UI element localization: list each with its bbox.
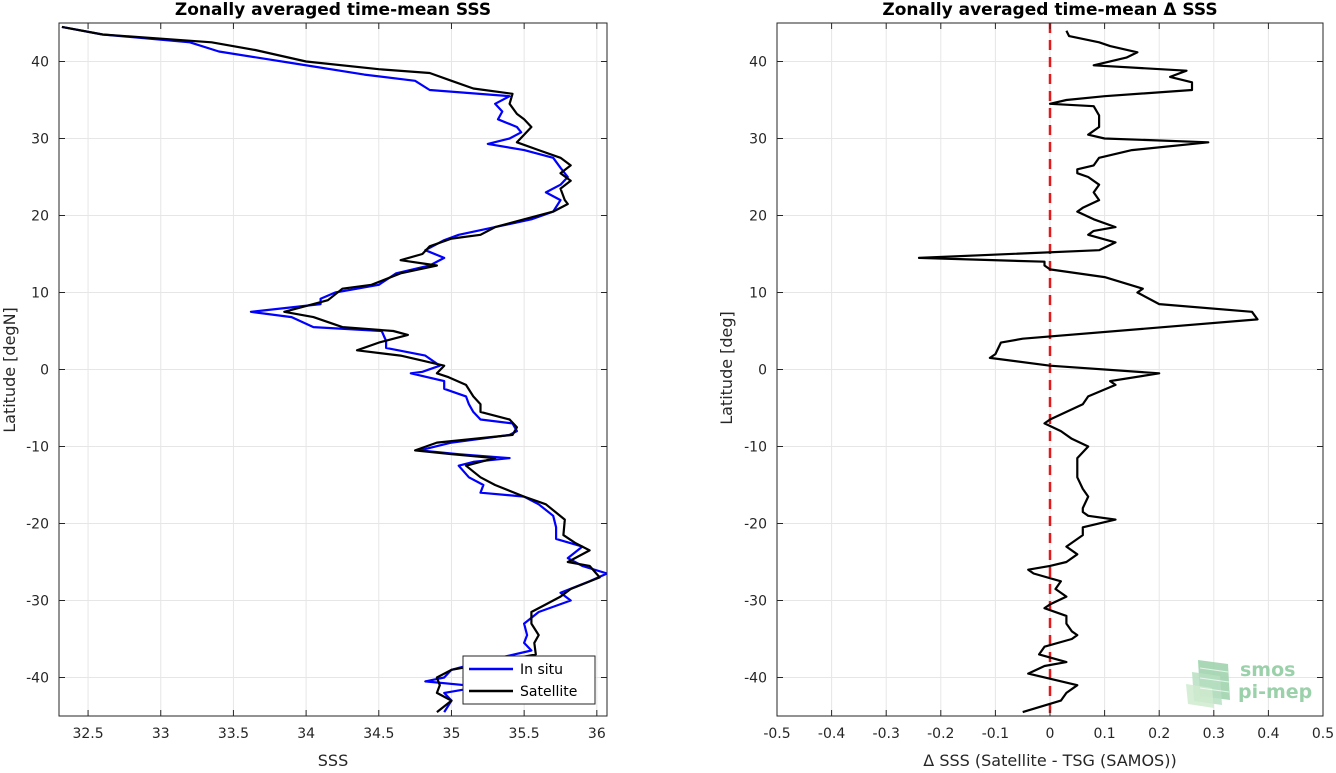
x-tick-label: 0.3	[1203, 726, 1225, 742]
x-tick-label: -0.5	[763, 726, 790, 742]
y-tick-label: -10	[26, 440, 49, 456]
left-y-axis-label: Latitude [degN]	[0, 307, 19, 433]
x-tick-label: -0.4	[818, 726, 845, 742]
y-tick-label: 0	[758, 363, 767, 379]
left-x-axis-label: SSS	[318, 751, 348, 769]
left-panel: 32.5 33 33.5 34 34.5 35 35.5 36 -40 -30 -20 -10 0 10 2…	[0, 0, 608, 770]
y-tick-label: 40	[749, 55, 767, 71]
y-tick-label: 20	[749, 209, 767, 225]
y-tick-label: -30	[744, 594, 767, 610]
right-series	[917, 23, 1259, 716]
logo-mark-icon	[1186, 660, 1230, 708]
right-panel: -0.5 -0.4 -0.3 -0.2 -0.1 0 0.1 0.2 0.3 0.4 0.5 -40 -…	[717, 0, 1334, 770]
y-tick-label: 10	[31, 286, 49, 302]
legend-label-in-situ: In situ	[520, 662, 563, 678]
y-tick-label: -10	[744, 440, 767, 456]
legend-box	[462, 655, 596, 705]
right-y-axis-label: Latitude [deg]	[717, 311, 736, 425]
x-tick-label: 35.5	[509, 726, 540, 742]
left-chart-title: Zonally averaged time-mean SSS	[175, 0, 491, 20]
y-tick-label: 20	[31, 209, 49, 225]
x-tick-label: 34.5	[363, 726, 394, 742]
right-x-axis-label: Δ SSS (Satellite - TSG (SAMOS))	[923, 751, 1176, 769]
y-tick-label: 40	[31, 55, 49, 71]
x-tick-label: 0.4	[1257, 726, 1279, 742]
y-tick-label: -40	[744, 671, 767, 687]
left-series	[61, 25, 607, 713]
y-tick-label: -20	[744, 517, 767, 533]
x-tick-label: 33	[152, 726, 170, 742]
x-tick-label: 0	[1046, 726, 1055, 742]
smos-pi-mep-logo: smos pi-mep	[1186, 659, 1312, 708]
y-tick-label: 30	[749, 132, 767, 148]
legend: In situ Satellite	[462, 655, 596, 705]
x-tick-label: 33.5	[218, 726, 249, 742]
x-tick-label: 0.5	[1312, 726, 1334, 742]
x-tick-label: 36	[588, 726, 606, 742]
left-grid	[59, 23, 607, 716]
right-ticks: -0.5 -0.4 -0.3 -0.2 -0.1 0 0.1 0.2 0.3 0.4 0.5 -40 -…	[744, 23, 1334, 742]
y-tick-label: 10	[749, 286, 767, 302]
y-tick-label: -30	[26, 594, 49, 610]
logo-text-pi-mep: pi-mep	[1238, 681, 1312, 703]
y-tick-label: -40	[26, 671, 49, 687]
y-tick-label: -20	[26, 517, 49, 533]
right-chart-title: Zonally averaged time-mean Δ SSS	[882, 0, 1217, 20]
x-tick-label: 0.2	[1148, 726, 1170, 742]
series-0-line	[917, 30, 1259, 714]
x-tick-label: -0.1	[982, 726, 1009, 742]
x-tick-label: 0.1	[1093, 726, 1115, 742]
satellite-line	[61, 25, 601, 713]
x-tick-label: 32.5	[72, 726, 103, 742]
legend-label-satellite: Satellite	[520, 684, 577, 700]
y-tick-label: 30	[31, 132, 49, 148]
x-tick-label: -0.3	[873, 726, 900, 742]
y-tick-label: 0	[40, 363, 49, 379]
logo-text-smos: smos	[1240, 659, 1295, 681]
left-ticks: 32.5 33 33.5 34 34.5 35 35.5 36 -40 -30 -20 -10 0 10 2…	[26, 23, 607, 742]
x-tick-label: 34	[297, 726, 315, 742]
x-tick-label: 35	[443, 726, 461, 742]
x-tick-label: -0.2	[927, 726, 954, 742]
